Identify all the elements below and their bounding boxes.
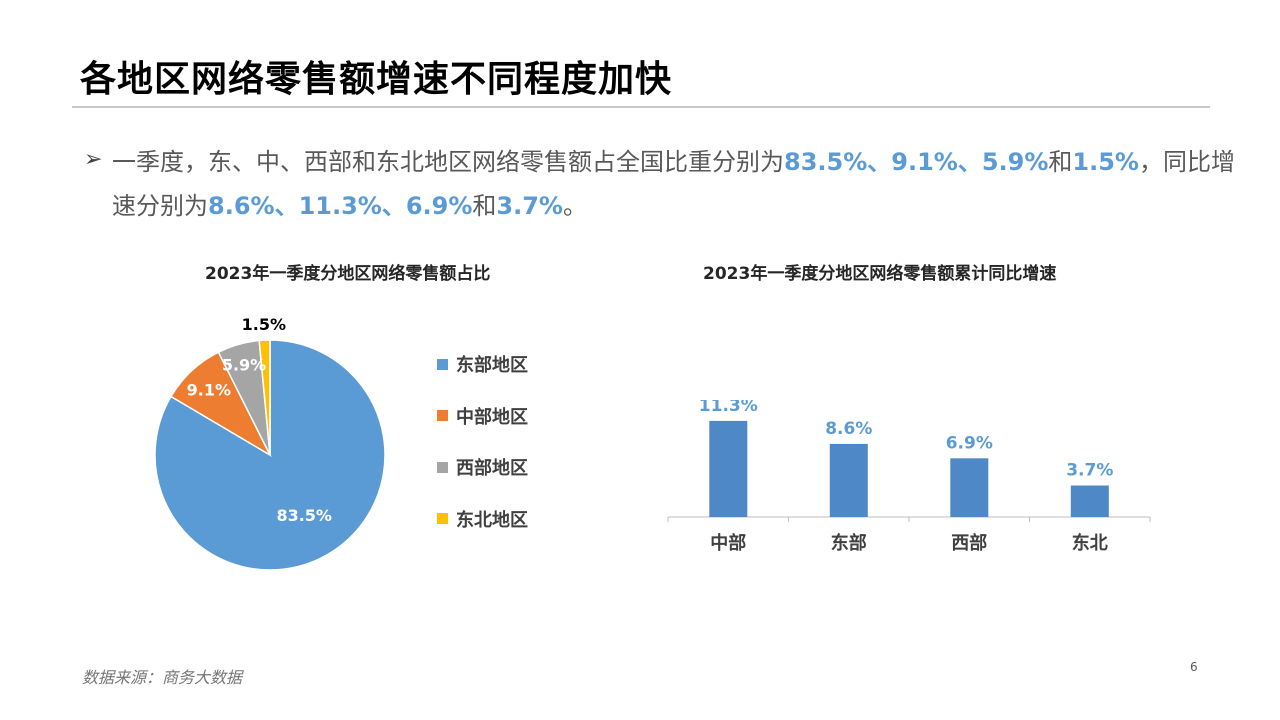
legend-item-northeast: 东北地区 bbox=[437, 505, 528, 533]
pie-slice-northeast bbox=[258, 339, 271, 456]
legend-item-central: 中部地区 bbox=[437, 402, 528, 430]
bar bbox=[829, 443, 868, 517]
bar-category-label: 东北 bbox=[1072, 532, 1108, 554]
para-value: 3.7% bbox=[496, 192, 563, 220]
para-text: 速分别为 bbox=[112, 192, 208, 220]
legend-swatch-west bbox=[437, 461, 448, 473]
bar-category-label: 中部 bbox=[710, 532, 746, 554]
legend-swatch-northeast bbox=[437, 513, 448, 524]
title-divider bbox=[72, 106, 1210, 108]
pie-chart-title: 2023年一季度分地区网络零售额占比 bbox=[205, 264, 491, 284]
para-value: 8.6% bbox=[208, 192, 275, 220]
legend-swatch-central bbox=[437, 410, 448, 421]
source-note: 数据来源：商务大数据 bbox=[82, 668, 243, 687]
bullet-arrow-icon: ➢ bbox=[84, 147, 103, 172]
para-value: 11.3% bbox=[298, 192, 382, 220]
page-title: 各地区网络零售额增速不同程度加快 bbox=[80, 59, 673, 100]
legend-swatch-east bbox=[437, 358, 448, 370]
pie-data-label: 5.9% bbox=[222, 355, 266, 374]
page-number: 6 bbox=[1190, 660, 1198, 674]
para-text: 和 bbox=[1048, 148, 1073, 176]
para-value: 1.5% bbox=[1072, 148, 1139, 176]
para-text: ，同比增 bbox=[1138, 148, 1235, 176]
para-sep: 、 bbox=[957, 148, 982, 176]
legend-label: 中部地区 bbox=[456, 406, 528, 428]
para-value: 5.9% bbox=[981, 148, 1049, 176]
pie-chart: 83.5% 9.1% 5.9% 1.5% bbox=[154, 315, 386, 571]
bar-category-label: 东部 bbox=[831, 532, 867, 554]
para-value: 83.5% bbox=[784, 148, 868, 176]
para-value: 9.1% bbox=[891, 148, 958, 176]
bar-data-label: 6.9% bbox=[946, 433, 993, 453]
legend-item-east: 东部地区 bbox=[437, 350, 528, 378]
para-sep: 、 bbox=[274, 192, 299, 220]
para-sep: 、 bbox=[867, 148, 892, 176]
para-sep: 、 bbox=[381, 192, 406, 220]
legend-label: 西部地区 bbox=[456, 458, 528, 479]
para-text: 和 bbox=[472, 192, 497, 220]
bar-data-label: 8.6% bbox=[825, 419, 872, 439]
para-value: 6.9% bbox=[405, 192, 473, 220]
bar bbox=[1070, 485, 1109, 517]
bar-category-label: 西部 bbox=[951, 532, 987, 554]
para-text: 。 bbox=[562, 192, 587, 220]
legend-label: 东部地区 bbox=[456, 355, 528, 376]
summary-paragraph: 一季度，东、中、西部和东北地区网络零售额占全国比重分别为83.5%、9.1%、5… bbox=[112, 140, 1235, 228]
pie-data-label: 83.5% bbox=[276, 506, 332, 525]
bar bbox=[950, 458, 989, 517]
bar-data-label: 11.3% bbox=[699, 400, 758, 416]
pie-data-label: 9.1% bbox=[187, 380, 231, 399]
bar bbox=[709, 420, 748, 517]
bar-data-label: 3.7% bbox=[1066, 461, 1113, 481]
legend-item-west: 西部地区 bbox=[437, 453, 528, 481]
para-text: 一季度，东、中、西部和东北地区网络零售额占全国比重分别为 bbox=[112, 148, 784, 176]
legend-label: 东北地区 bbox=[456, 509, 528, 531]
pie-legend: 东部地区 中部地区 西部地区 东北地区 bbox=[437, 350, 528, 556]
bar-chart: 11.3% 中部 8.6% 东部 6.9% 西部 3.7% 东北 bbox=[667, 400, 1151, 554]
bar-chart-title: 2023年一季度分地区网络零售额累计同比增速 bbox=[703, 264, 1057, 284]
pie-data-label: 1.5% bbox=[242, 315, 286, 334]
